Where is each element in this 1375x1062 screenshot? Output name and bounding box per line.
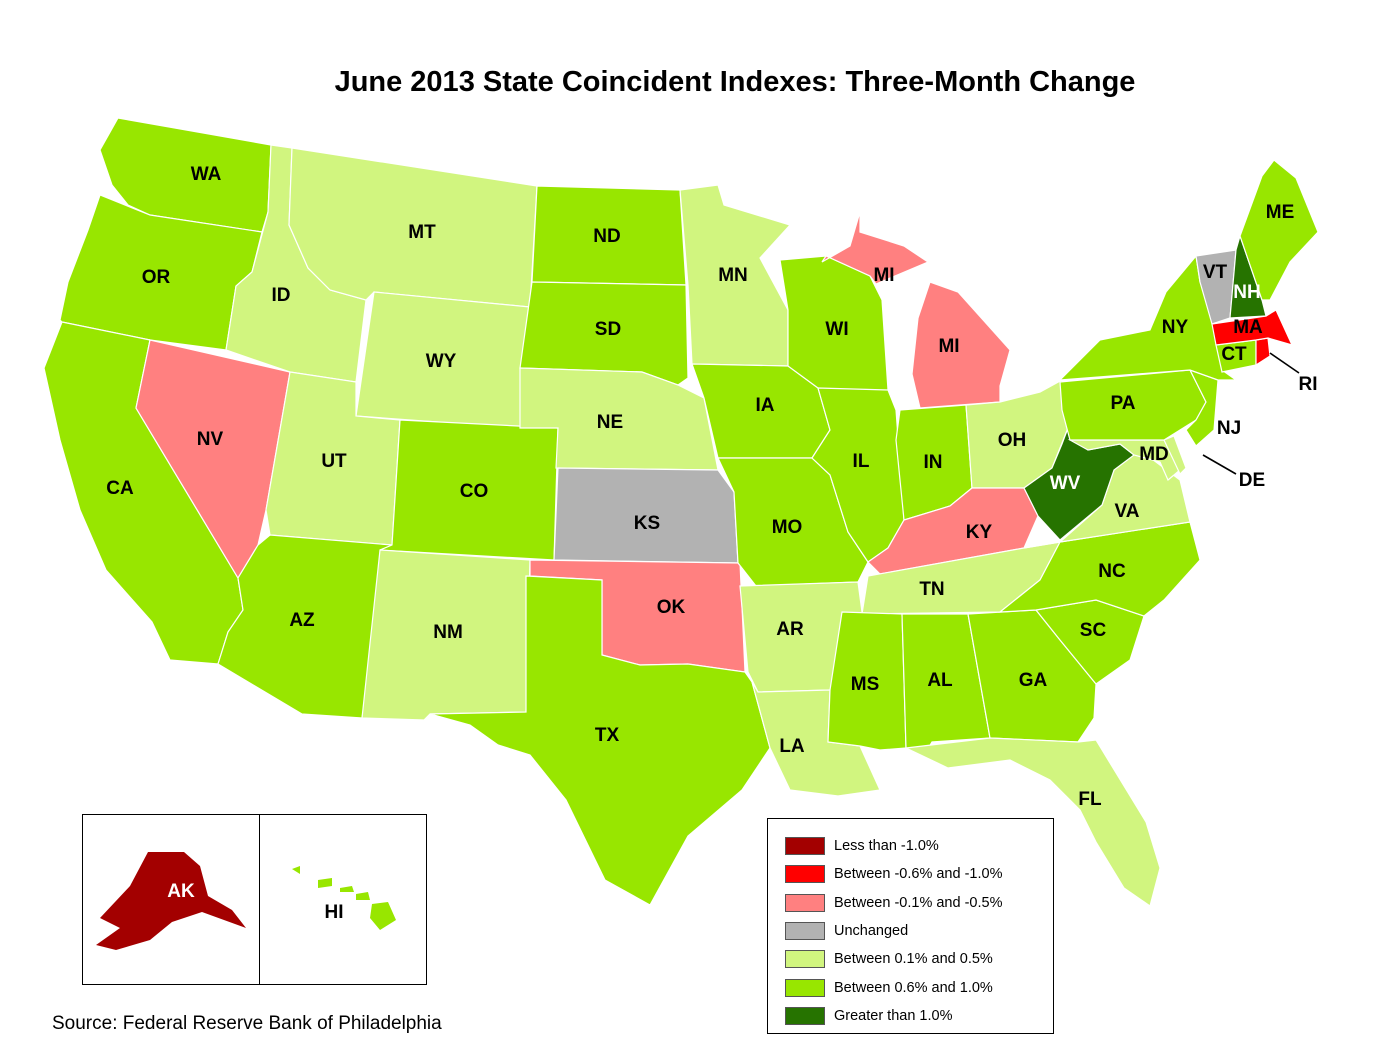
state-ma [1211,309,1294,346]
state-label-in: IN [924,452,943,473]
state-nc [998,521,1201,617]
legend-swatch [785,837,825,855]
state-label-co: CO [460,481,489,502]
legend-item: Between -0.1% and -0.5% [785,893,1003,912]
legend-label: Unchanged [834,922,909,939]
state-label-wv: WV [1050,473,1081,494]
state-label-vt: VT [1203,262,1228,283]
legend-item: Between -0.6% and -1.0% [785,865,1003,884]
legend-item: Between 0.6% and 1.0% [785,978,993,997]
state-label-al: AL [927,670,953,691]
state-label-la: LA [779,736,805,757]
state-label-ct: CT [1221,344,1247,365]
state-de [1163,435,1187,476]
state-label-sc: SC [1080,620,1107,641]
state-label-ar: AR [776,619,804,640]
state-label-il: IL [853,451,870,472]
legend-label: Between -0.1% and -0.5% [834,894,1003,911]
state-label-wi: WI [825,319,848,340]
state-label-nh: NH [1233,282,1260,303]
state-label-mn: MN [718,265,748,286]
state-label-ks: KS [634,513,660,534]
hawaii-inset [259,814,427,985]
state-label-wa: WA [191,164,222,185]
legend-label: Greater than 1.0% [834,1007,953,1024]
ri-leader-line [1269,352,1300,374]
state-label-ca: CA [106,478,134,499]
legend: Less than -1.0% Between -0.6% and -1.0% Be… [767,818,1054,1034]
legend-item: Between 0.1% and 0.5% [785,950,993,969]
state-label-ia: IA [756,395,775,416]
state-mi-l [911,281,1011,409]
state-label-ny: NY [1162,317,1189,338]
state-label-md: MD [1139,444,1169,465]
state-wi [779,255,889,393]
state-label-pa: PA [1111,393,1136,414]
state-mi-u [821,211,930,285]
state-label-me: ME [1266,202,1295,223]
state-label-nm: NM [433,622,463,643]
source-note: Source: Federal Reserve Bank of Philadel… [52,1013,442,1034]
state-label-de: DE [1239,470,1265,491]
state-vt [1195,249,1237,325]
legend-label: Between -0.6% and -1.0% [834,866,1003,883]
state-label-ma: MA [1233,317,1263,338]
state-label-id: ID [272,285,291,306]
legend-label: Between 0.1% and 0.5% [834,951,993,968]
state-label-nd: ND [593,226,620,247]
legend-swatch [785,893,825,912]
state-label-nc: NC [1098,561,1126,582]
state-label-ne: NE [597,412,623,433]
legend-label: Less than -1.0% [834,838,939,854]
legend-swatch [785,950,825,969]
legend-item: Greater than 1.0% [785,1006,953,1025]
state-me [1239,159,1319,301]
state-tx [429,575,771,906]
state-label-ok: OK [657,597,686,618]
state-label-ga: GA [1019,670,1048,691]
legend-swatch [785,865,825,884]
state-label-nv: NV [197,429,224,450]
legend-swatch [785,921,825,940]
legend-swatch [785,1006,825,1025]
state-label-oh: OH [998,430,1027,451]
state-label-ms: MS [851,674,880,695]
state-label-ri: RI [1299,374,1318,395]
state-label-mi: MI [873,265,894,286]
state-nj [1185,368,1219,447]
state-label-ky: KY [966,522,993,543]
state-label-az: AZ [289,610,315,631]
state-label-va: VA [1115,501,1140,522]
state-label-or: OR [142,267,171,288]
de-leader-line [1202,454,1237,475]
state-label-mi: MI [938,336,959,357]
map-title: June 2013 State Coincident Indexes: Thre… [334,66,1136,98]
legend-swatch [785,978,825,997]
state-mn [679,184,792,367]
state-label-tn: TN [919,579,944,600]
state-label-ut: UT [321,451,347,472]
state-label-tx: TX [595,725,620,746]
legend-item: Less than -1.0% [785,837,939,855]
alaska-inset [82,814,261,985]
state-ri [1255,337,1271,367]
legend-label: Between 0.6% and 1.0% [834,979,993,996]
state-fl [903,737,1161,907]
legend-item: Unchanged [785,921,909,940]
state-label-nj: NJ [1217,418,1241,439]
state-label-mt: MT [408,222,436,243]
state-label-sd: SD [595,319,621,340]
state-label-fl: FL [1078,789,1102,810]
state-nh [1229,234,1267,319]
state-label-wy: WY [426,351,457,372]
state-label-mo: MO [772,517,803,538]
